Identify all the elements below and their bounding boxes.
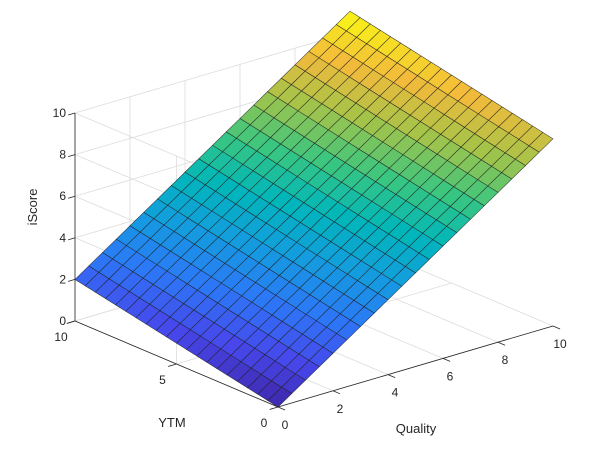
z-tick-mark-0: [68, 320, 76, 324]
wall-grid-z-back-10: [74, 31, 351, 114]
y-tick-label-5: 5: [159, 373, 166, 387]
x-axis-label: Quality: [396, 421, 437, 436]
z-tick-label-4: 4: [59, 231, 66, 245]
y-tick-label-10: 10: [54, 330, 68, 344]
z-tick-label-6: 6: [59, 189, 66, 203]
z-tick-mark-10: [68, 112, 76, 116]
tick-labels: 0 2 4 6 8 10 0 5 10 0 2 4 6 8 10: [53, 106, 567, 432]
z-tick-label-0: 0: [59, 314, 66, 328]
x-tick-label-8: 8: [502, 353, 509, 367]
x-tick-mark-10: [552, 325, 561, 330]
axis-lines: [66, 112, 561, 411]
z-tick-label-2: 2: [59, 272, 66, 286]
x-tick-label-2: 2: [337, 402, 344, 416]
y-axis-label: YTM: [158, 415, 185, 430]
z-tick-mark-6: [68, 195, 76, 199]
z-axis-label: iScore: [25, 189, 40, 226]
z-tick-label-8: 8: [59, 148, 66, 162]
x-tick-label-6: 6: [447, 369, 454, 383]
y-tick-label-0: 0: [261, 416, 268, 430]
y-tick-mark-0: [269, 406, 279, 410]
surface-mesh: [74, 10, 554, 408]
z-tick-mark-4: [68, 237, 76, 241]
x-tick-mark-4: [387, 374, 396, 378]
y-tick-mark-5: [168, 363, 177, 367]
z-tick-mark-2: [68, 279, 76, 282]
x-tick-label-10: 10: [553, 337, 567, 351]
x-tick-mark-6: [442, 358, 451, 362]
x-tick-label-4: 4: [392, 386, 399, 400]
x-tick-mark-8: [497, 341, 506, 346]
x-tick-label-0: 0: [282, 418, 289, 432]
z-tick-mark-8: [68, 154, 76, 158]
surface-patch: [267, 386, 293, 408]
x-tick-mark-0: [277, 406, 286, 411]
x-tick-mark-2: [332, 390, 341, 395]
z-tick-label-10: 10: [53, 106, 67, 120]
x-axis-line: [277, 325, 554, 408]
